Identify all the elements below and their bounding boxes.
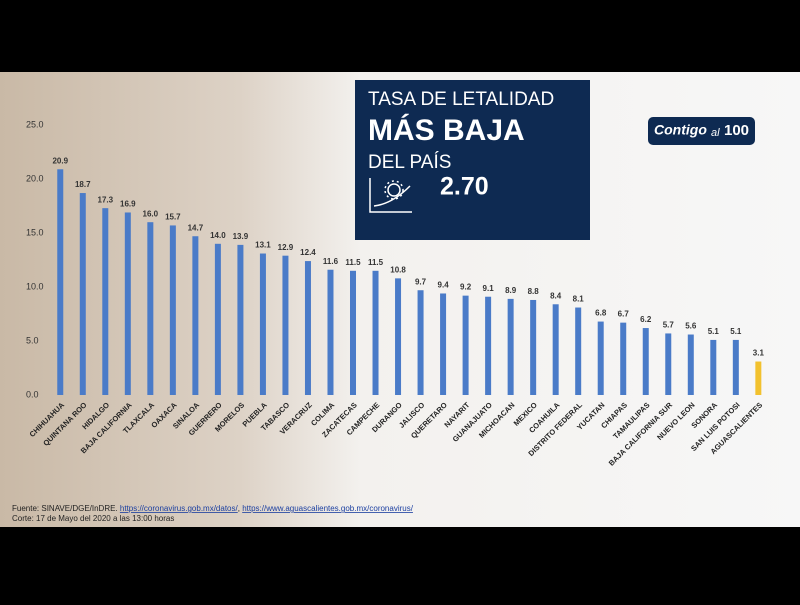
bar [350,270,357,395]
bar [620,322,627,395]
bar [192,236,199,395]
bar [372,270,379,395]
info-line: TASA DE LETALIDAD [368,89,554,110]
logo-text: 100 [724,122,749,139]
value-label: 6.2 [640,315,652,324]
value-label: 15.7 [165,213,181,222]
value-label: 14.0 [210,231,226,240]
bar [169,225,176,395]
value-label: 5.1 [708,327,720,336]
info-line: DEL PAÍS [368,152,451,173]
bar [732,339,739,395]
bar [124,212,131,395]
info-line: MÁS BAJA [368,113,525,147]
value-label: 8.9 [505,286,517,295]
bar [57,169,64,395]
value-label: 9.7 [415,277,427,286]
logo-text: al [711,127,720,139]
value-label: 5.1 [730,327,742,336]
bar [485,296,492,395]
value-label: 5.6 [685,322,697,331]
value-label: 11.6 [323,257,339,266]
info-icon [369,178,412,213]
bar [597,321,604,395]
value-label: 16.9 [120,200,136,209]
y-tick-label: 20.0 [26,173,44,183]
y-tick-label: 15.0 [26,227,44,237]
bar [417,290,424,395]
bar [327,269,334,395]
value-label: 14.7 [188,223,204,232]
bar [214,243,221,395]
value-label: 11.5 [368,258,384,267]
bar [687,334,694,395]
bar [710,339,717,395]
value-label: 6.8 [595,309,607,318]
value-label: 18.7 [75,180,91,189]
bar [237,244,244,395]
bar [79,193,86,395]
info-box [355,80,590,240]
value-label: 5.7 [663,321,675,330]
bar [575,307,582,395]
value-label: 20.9 [52,156,68,165]
source-separator: , [238,504,242,513]
footer-source: Fuente: SINAVE/DGE/InDRE. https://corona… [12,504,414,513]
y-tick-label: 10.0 [26,281,44,291]
bar [147,222,154,395]
value-label: 17.3 [98,195,114,204]
value-label: 8.4 [550,291,562,300]
value-label: 16.0 [143,209,159,218]
value-label: 8.1 [573,295,585,304]
bar [102,208,109,395]
bar [304,261,311,395]
value-label: 12.4 [300,248,316,257]
bar [755,361,762,395]
bar [507,298,514,395]
logo [648,117,755,145]
value-label: 9.1 [483,284,495,293]
bar [530,299,537,395]
info-value: 2.70 [440,173,489,201]
y-tick-label: 5.0 [26,335,39,345]
footer-cutoff: Corte: 17 de Mayo del 2020 a las 13:00 h… [12,514,174,523]
value-label: 12.9 [278,243,294,252]
value-label: 8.8 [528,287,540,296]
bar [259,253,266,395]
value-label: 6.7 [618,310,630,319]
logo-text: Contigo [654,122,707,138]
y-tick-label: 25.0 [26,119,44,129]
bar [552,304,559,395]
value-label: 13.9 [233,232,249,241]
bar [462,295,469,395]
value-label: 9.4 [438,281,450,290]
bar [395,278,402,395]
value-label: 10.8 [390,265,406,274]
value-label: 3.1 [753,349,765,358]
bar [665,333,672,395]
source-link[interactable]: https://coronavirus.gob.mx/datos/ [120,504,239,513]
bar [642,328,649,395]
source-link[interactable]: https://www.aguascalientes.gob.mx/corona… [242,504,414,513]
value-label: 9.2 [460,283,472,292]
source-text: Fuente: SINAVE/DGE/InDRE. [12,504,120,513]
bar [282,255,289,395]
y-tick-label: 0.0 [26,389,39,399]
value-label: 11.5 [345,258,361,267]
bar [440,293,447,395]
value-label: 13.1 [255,241,271,250]
